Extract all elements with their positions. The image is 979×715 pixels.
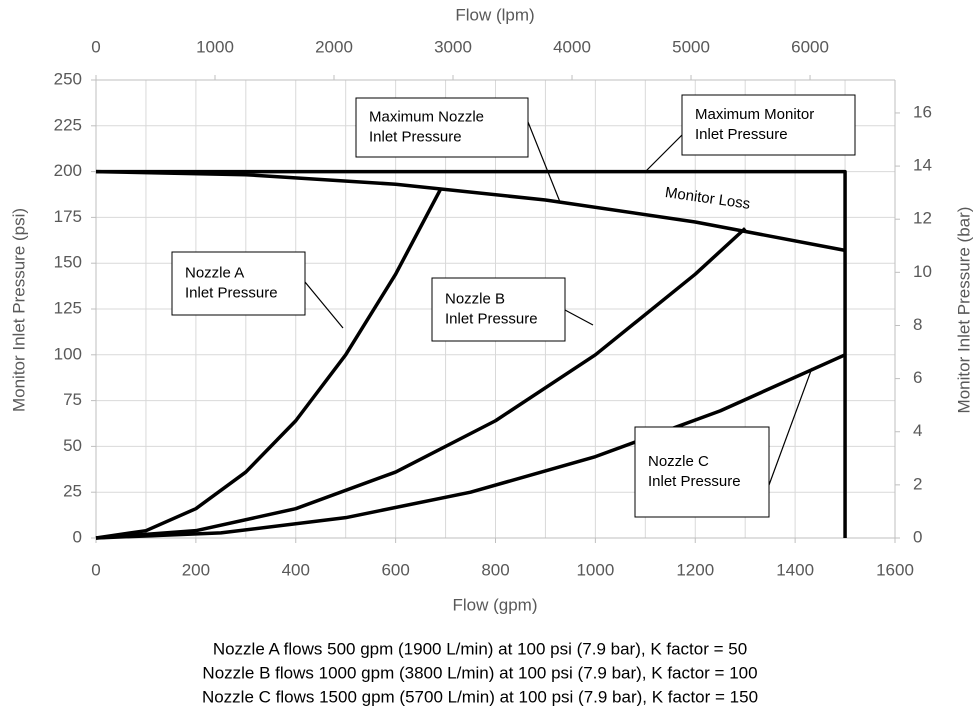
y2-tick-label: 16 [913, 102, 932, 121]
x2-tick-label: 3000 [434, 37, 472, 56]
annotation-text: Monitor Loss [664, 184, 751, 213]
series-line [95, 353, 846, 540]
leader-line [527, 121, 561, 203]
leader-line [564, 309, 594, 326]
y2-tick-label: 8 [913, 315, 922, 334]
y-tick-label: 75 [63, 390, 82, 409]
annotation-text: Inlet Pressure [185, 284, 278, 301]
series-line [95, 227, 747, 540]
annotation-text: Nozzle B [445, 290, 505, 307]
annotation-box [171, 251, 306, 316]
caption-line: Nozzle A flows 500 gpm (1900 L/min) at 1… [213, 639, 747, 658]
x-tick-label: 800 [481, 560, 509, 579]
annotation-text: Inlet Pressure [445, 310, 538, 327]
leader-line [304, 281, 344, 329]
x-axis-title: Flow (gpm) [452, 595, 537, 614]
x-tick-label: 1600 [876, 560, 914, 579]
y-tick-label: 0 [73, 527, 82, 546]
annotation-text: Nozzle C [648, 453, 709, 470]
y2-tick-label: 10 [913, 262, 932, 281]
y2-tick-label: 12 [913, 209, 932, 228]
annotation-text: Inlet Pressure [648, 473, 741, 490]
annotation-text: Inlet Pressure [369, 128, 462, 145]
y-tick-label: 100 [54, 344, 82, 363]
caption-line: Nozzle B flows 1000 gpm (3800 L/min) at … [202, 663, 757, 682]
x2-axis-title: Flow (lpm) [455, 5, 534, 24]
annotation-box [681, 94, 856, 156]
y-tick-label: 150 [54, 253, 82, 272]
x-tick-label: 400 [282, 560, 310, 579]
x2-tick-label: 1000 [196, 37, 234, 56]
x-tick-label: 1400 [776, 560, 814, 579]
y2-tick-label: 0 [913, 527, 922, 546]
x-tick-label: 600 [381, 560, 409, 579]
x2-tick-label: 5000 [672, 37, 710, 56]
y2-tick-label: 14 [913, 156, 932, 175]
annotation-text: Maximum Monitor [695, 106, 814, 123]
y-tick-label: 250 [54, 69, 82, 88]
y2-tick-label: 2 [913, 474, 922, 493]
annotation-box [431, 277, 566, 342]
y2-tick-label: 4 [913, 421, 922, 440]
annotation-box [355, 97, 529, 158]
y-tick-label: 175 [54, 207, 82, 226]
series-line [95, 169, 846, 253]
series-line [96, 169, 847, 538]
y-tick-label: 125 [54, 298, 82, 317]
annotation-text: Nozzle A [185, 264, 244, 281]
y2-axis-title: Monitor Inlet Pressure (bar) [954, 207, 973, 414]
y2-tick-label: 6 [913, 368, 922, 387]
x2-tick-label: 4000 [553, 37, 591, 56]
x-tick-label: 200 [182, 560, 210, 579]
y-tick-label: 25 [63, 482, 82, 501]
x2-tick-label: 6000 [791, 37, 829, 56]
x-tick-label: 1200 [676, 560, 714, 579]
leader-line [644, 134, 683, 173]
annotation-text: Inlet Pressure [695, 126, 788, 143]
x-tick-label: 0 [91, 560, 100, 579]
annotation-box [634, 426, 770, 518]
y-tick-label: 225 [54, 115, 82, 134]
annotation-text: Maximum Nozzle [369, 108, 484, 125]
y-tick-label: 50 [63, 436, 82, 455]
x2-tick-label: 2000 [315, 37, 353, 56]
y-axis-title: Monitor Inlet Pressure (psi) [9, 208, 28, 412]
series-line [95, 188, 443, 540]
leader-line [768, 367, 813, 486]
caption-line: Nozzle C flows 1500 gpm (5700 L/min) at … [202, 687, 758, 706]
y-tick-label: 200 [54, 161, 82, 180]
x-tick-label: 1000 [576, 560, 614, 579]
x2-tick-label: 0 [91, 37, 100, 56]
